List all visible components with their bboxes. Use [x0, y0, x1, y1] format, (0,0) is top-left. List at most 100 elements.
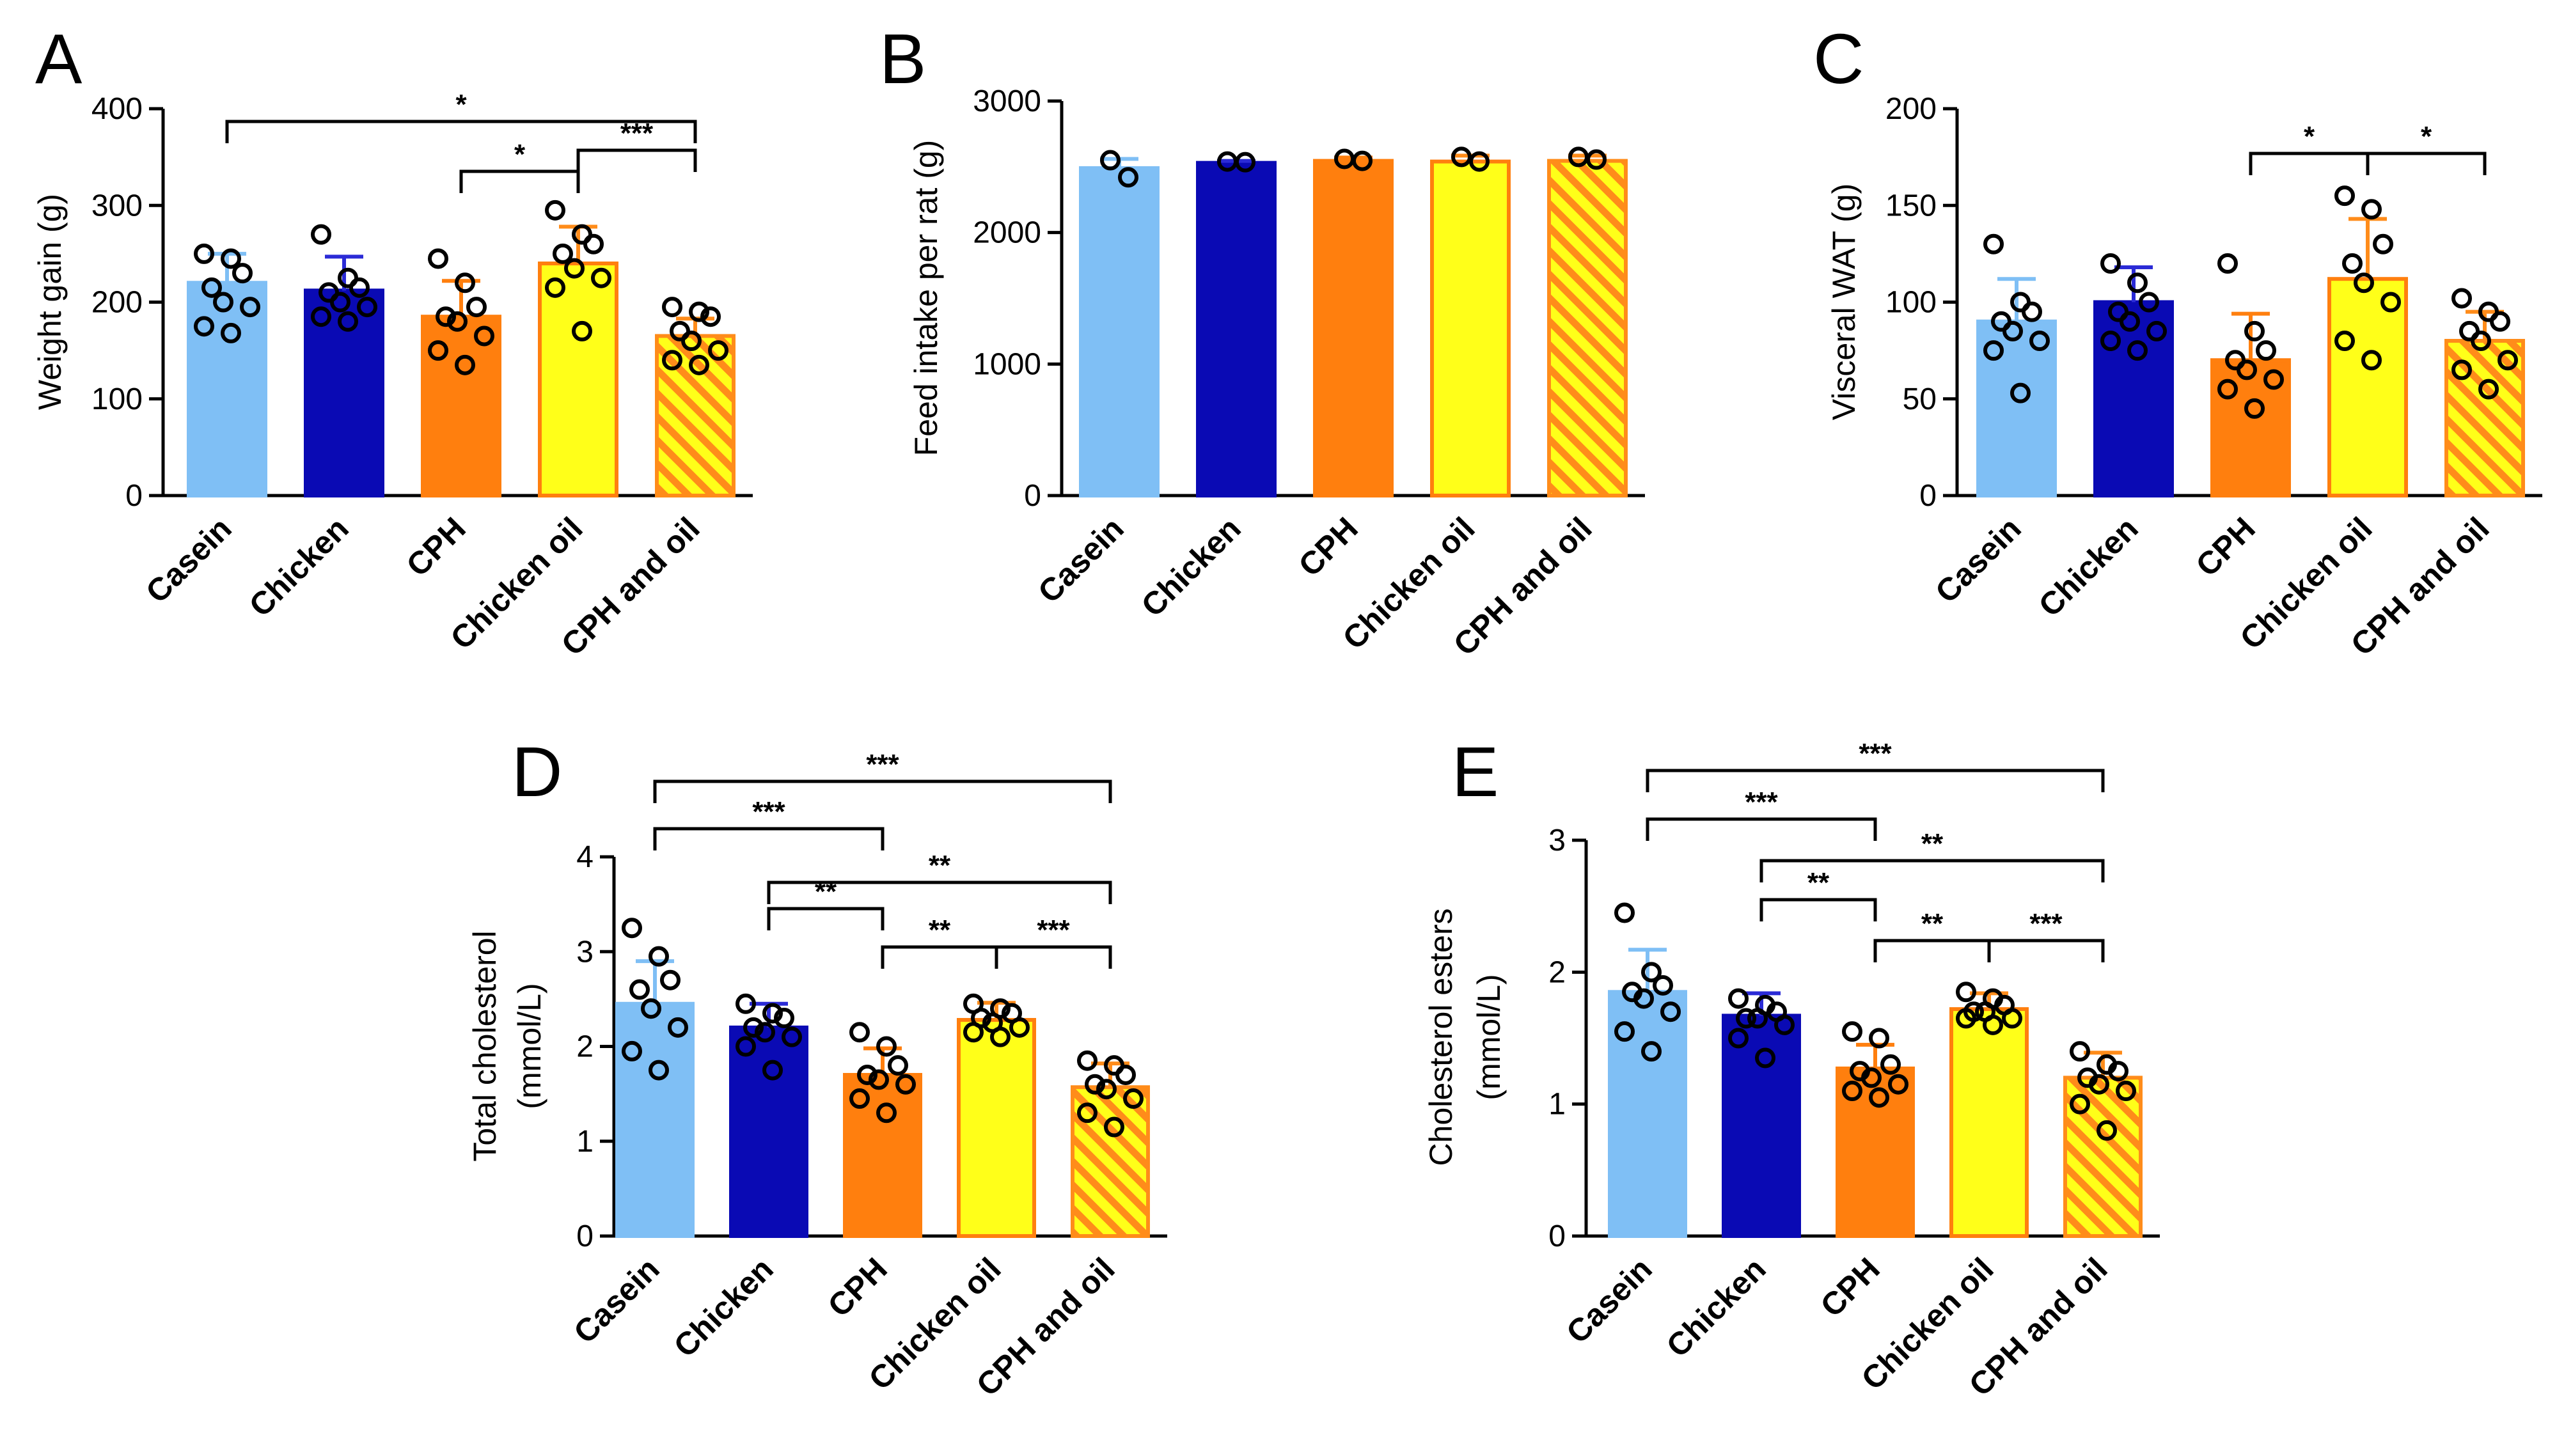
- y-axis-label: Total cholesterol: [467, 930, 503, 1161]
- data-point: [1077, 1102, 1098, 1123]
- significance-label: ***: [752, 796, 785, 827]
- data-point: [1956, 1008, 1976, 1029]
- y-axis-label: Cholesterol esters: [1423, 909, 1459, 1166]
- data-point: [649, 946, 669, 967]
- bar: [1836, 1066, 1915, 1238]
- significance-bracket: [881, 945, 998, 969]
- data-point: [736, 1036, 756, 1057]
- data-point: [221, 248, 241, 269]
- panel-letter: C: [1813, 20, 1864, 98]
- y-tick-label: 0: [125, 479, 143, 513]
- data-point: [1956, 982, 1976, 1003]
- data-point: [1842, 1021, 1862, 1042]
- y-tick-label: 2000: [973, 216, 1041, 250]
- bar: [1071, 1085, 1150, 1239]
- data-point: [1983, 340, 2004, 361]
- data-point: [849, 1022, 870, 1043]
- panel-letter: B: [879, 20, 926, 98]
- data-point: [1104, 1116, 1124, 1138]
- data-point: [668, 1017, 688, 1038]
- bar: [957, 1017, 1036, 1238]
- data-point: [782, 1026, 802, 1047]
- y-tick-label: 50: [1903, 382, 1937, 416]
- significance-bracket: [2249, 152, 2370, 175]
- data-point: [338, 311, 358, 332]
- data-point: [1736, 1008, 1756, 1029]
- data-point: [1728, 988, 1749, 1009]
- data-point: [2237, 359, 2257, 380]
- data-point: [1728, 1028, 1749, 1049]
- data-point: [1869, 1087, 1889, 1108]
- data-point: [2263, 369, 2284, 390]
- data-point: [662, 297, 682, 318]
- bar: [1430, 159, 1511, 497]
- significance-bracket: [2366, 152, 2487, 175]
- y-tick-label: 0: [576, 1219, 594, 1253]
- bar: [1313, 159, 1394, 498]
- category-label: Casein: [139, 510, 239, 610]
- data-point: [1633, 988, 1654, 1009]
- data-point: [2146, 320, 2167, 341]
- data-point: [1451, 146, 1472, 168]
- data-point: [2116, 1081, 2136, 1102]
- data-point: [201, 277, 222, 298]
- significance-label: **: [929, 850, 951, 881]
- significance-bracket: [225, 120, 697, 143]
- significance-label: *: [514, 139, 526, 170]
- data-point: [330, 292, 350, 313]
- significance-label: ***: [866, 749, 899, 780]
- significance-bracket: [576, 148, 697, 172]
- data-point: [2217, 253, 2238, 274]
- significance-label: *: [455, 89, 467, 120]
- data-point: [755, 1022, 775, 1043]
- data-point: [876, 1102, 897, 1123]
- data-point: [436, 306, 456, 327]
- data-point: [963, 1022, 984, 1043]
- bar: [1079, 166, 1160, 497]
- data-point: [2002, 320, 2023, 341]
- y-tick-label: 200: [1885, 92, 1937, 126]
- data-point: [1888, 1074, 1908, 1095]
- data-point: [2471, 331, 2491, 351]
- panel-letter: A: [35, 20, 83, 98]
- data-point: [1077, 1050, 1098, 1071]
- data-point: [213, 292, 233, 313]
- data-point: [660, 969, 681, 990]
- y-tick-label: 400: [91, 92, 143, 126]
- data-point: [1614, 1021, 1635, 1042]
- data-point: [2334, 331, 2355, 351]
- data-point: [572, 320, 592, 341]
- category-label: Casein: [567, 1251, 666, 1350]
- data-point: [888, 1055, 908, 1076]
- data-point: [311, 306, 331, 327]
- significance-label: ***: [1859, 738, 1892, 769]
- data-point: [2256, 340, 2276, 361]
- significance-label: **: [1921, 828, 1944, 859]
- category-label: Chicken: [2032, 510, 2145, 623]
- data-point: [2070, 1093, 2090, 1115]
- category-label: CPH: [400, 510, 473, 583]
- data-point: [2139, 292, 2159, 313]
- panel-c: C 0 50 100 150 200 Visceral WAT (g) Casein Chick…: [1813, 20, 2542, 662]
- data-point: [869, 1069, 889, 1090]
- data-point: [1861, 1067, 1882, 1088]
- significance-bracket: [1759, 859, 2105, 882]
- y-tick-label: 150: [1885, 189, 1937, 223]
- data-point: [1469, 151, 1490, 172]
- data-point: [689, 354, 709, 375]
- data-point: [849, 1088, 870, 1109]
- panel-a: A 0 100 200 300 400 Weight gain (g) Casein Chick…: [32, 20, 753, 662]
- significance-label: ***: [2029, 908, 2063, 939]
- bar: [615, 1001, 695, 1238]
- data-point: [2022, 301, 2042, 322]
- data-point: [2354, 272, 2374, 294]
- data-point: [2100, 331, 2121, 351]
- data-point: [474, 325, 494, 347]
- data-point: [1100, 150, 1121, 171]
- data-point: [545, 277, 565, 298]
- significance-label: **: [815, 876, 837, 907]
- data-point: [1641, 962, 1662, 983]
- significance-label: ***: [1745, 787, 1778, 818]
- data-point: [240, 297, 260, 318]
